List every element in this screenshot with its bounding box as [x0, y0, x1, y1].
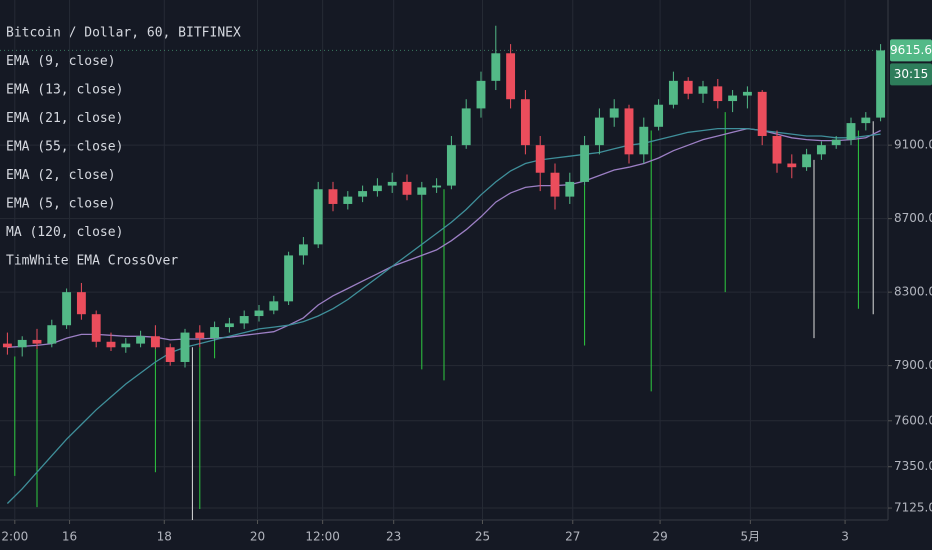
candle-body: [787, 163, 797, 168]
candle-body: [728, 95, 738, 102]
candle-body: [328, 189, 338, 204]
candle-body: [446, 145, 456, 186]
candle-body: [594, 117, 604, 146]
candle-body: [121, 343, 131, 348]
legend-entry: EMA (21, close): [6, 111, 123, 126]
candle-body: [239, 316, 249, 324]
legend-entry: EMA (9, close): [6, 54, 116, 69]
candle-body: [831, 139, 841, 146]
candle-body: [254, 310, 264, 317]
candle-body: [269, 301, 279, 311]
legend-entry: MA (120, close): [6, 225, 123, 240]
legend-entry: EMA (13, close): [6, 83, 123, 98]
y-tick-label: 7600.0: [894, 413, 932, 427]
candle-body: [506, 53, 516, 100]
candle-body: [136, 336, 146, 344]
candle-body: [47, 325, 57, 344]
price-tag: [890, 39, 932, 62]
candle-body: [432, 185, 442, 188]
candle-body: [861, 117, 871, 124]
y-tick-label: 7350.0: [894, 459, 932, 473]
candle-body: [772, 135, 782, 164]
candle-body: [816, 145, 826, 155]
candle-body: [402, 181, 412, 195]
candle-body: [91, 314, 101, 342]
candle-body: [2, 343, 12, 348]
y-tick-label: 7900.0: [894, 358, 932, 372]
legend-entry: EMA (55, close): [6, 140, 123, 155]
candle-body: [520, 99, 530, 146]
x-tick-label: 27: [565, 530, 580, 544]
x-tick-label: 25: [475, 530, 490, 544]
candle-body: [802, 154, 812, 168]
candle-body: [639, 126, 649, 155]
candle-body: [757, 91, 767, 136]
candle-body: [358, 191, 368, 197]
y-tick-label: 7125.0: [894, 501, 932, 515]
candle-body: [195, 332, 205, 339]
candle-body: [387, 181, 397, 186]
x-tick-label: 29: [652, 530, 667, 544]
candle-body: [668, 80, 678, 105]
x-tick-label: 18: [157, 530, 172, 544]
candle-body: [17, 339, 27, 348]
candle-body: [654, 104, 664, 127]
indicator-line: [6, 127, 881, 504]
countdown-tag: [890, 63, 932, 86]
y-tick-label: 8700.0: [894, 211, 932, 225]
candle-body: [742, 91, 752, 96]
candle-body: [683, 80, 693, 94]
candle-body: [417, 187, 427, 195]
candle-body: [372, 185, 382, 192]
candle-body: [313, 189, 323, 245]
y-tick-label: 9100.0: [894, 138, 932, 152]
candle-body: [461, 108, 471, 146]
price-tag-label: 9615.6: [890, 43, 932, 57]
candle-body: [609, 108, 619, 118]
candle-body: [165, 347, 175, 362]
candle-body: [535, 145, 545, 173]
legend-entry: EMA (5, close): [6, 197, 116, 212]
candle-body: [106, 341, 116, 348]
candle-body: [224, 323, 234, 328]
candle-body: [491, 53, 501, 81]
candle-body: [550, 172, 560, 197]
candle-body: [698, 86, 708, 94]
candle-body: [580, 145, 590, 182]
x-tick-label: 20: [250, 530, 265, 544]
legend-entry: TimWhite EMA CrossOver: [6, 254, 178, 269]
candle-body: [32, 339, 42, 344]
candle-body: [624, 108, 634, 155]
x-tick-label: 23: [386, 530, 401, 544]
candle-body: [298, 244, 308, 256]
candle-body: [62, 292, 72, 326]
candle-body: [846, 123, 856, 140]
legend-entry: EMA (2, close): [6, 168, 116, 183]
candle-body: [876, 50, 886, 118]
candle-body: [343, 196, 353, 204]
candle-body: [713, 86, 723, 102]
y-tick-label: 8300.0: [894, 285, 932, 299]
candle-body: [180, 332, 190, 362]
x-tick-label: 16: [62, 530, 77, 544]
candle-body: [476, 80, 486, 109]
chart-title: Bitcoin / Dollar, 60, BITFINEX: [6, 26, 241, 41]
candle-body: [565, 181, 575, 197]
countdown-label: 30:15: [894, 67, 929, 81]
candle-body: [284, 255, 294, 302]
x-tick-label: 2:00: [1, 530, 28, 544]
candle-body: [210, 327, 220, 339]
x-tick-label: 12:00: [305, 530, 340, 544]
candle-body: [76, 292, 86, 315]
candle-body: [150, 336, 160, 348]
x-tick-label: 5月: [741, 530, 761, 544]
x-tick-label: 3: [841, 530, 849, 544]
